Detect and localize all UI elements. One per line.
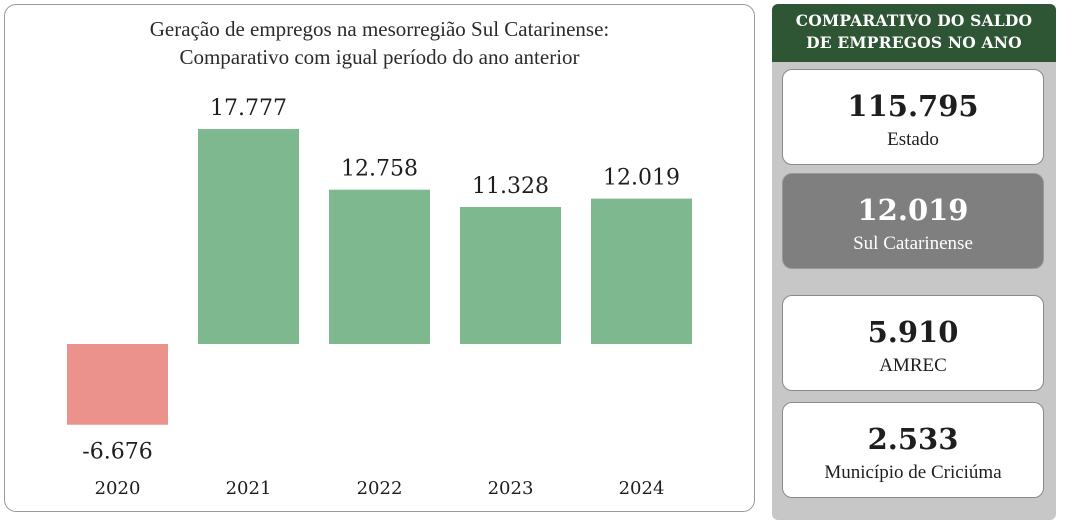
chart-title: Geração de empregos na mesorregião Sul C… — [5, 15, 754, 71]
card-label: Sul Catarinense — [853, 233, 973, 254]
chart-title-line-1: Geração de empregos na mesorregião Sul C… — [149, 17, 610, 41]
card-amrec: 5.910 AMREC — [782, 295, 1044, 391]
bar-chart: -6.676 2020 17.777 2021 12.758 2022 11.328 2023… — [67, 96, 692, 499]
card-value: 5.910 — [867, 315, 959, 349]
card-value: 115.795 — [847, 89, 979, 123]
card-value: 12.019 — [857, 193, 969, 227]
data-label-2020: -6.676 — [82, 440, 152, 465]
chart-panel: Geração de empregos na mesorregião Sul C… — [4, 4, 755, 512]
card-label: Município de Criciúma — [824, 462, 1002, 483]
card-label: AMREC — [879, 355, 947, 376]
bar-2020 — [67, 344, 168, 425]
chart-title-line-2: Comparativo com igual período do ano ant… — [179, 45, 580, 69]
category-label-2020: 2020 — [95, 478, 141, 499]
data-label-2022: 12.758 — [341, 157, 418, 182]
comparison-panel: COMPARATIVO DO SALDO DE EMPREGOS NO ANO … — [772, 4, 1056, 520]
data-label-2023: 11.328 — [472, 174, 549, 199]
category-label-2022: 2022 — [357, 478, 403, 499]
card-estado: 115.795 Estado — [782, 69, 1044, 165]
card-municipio-criciuma: 2.533 Município de Criciúma — [782, 402, 1044, 498]
bar-2022 — [329, 189, 430, 344]
bar-2024 — [591, 198, 692, 344]
comparison-panel-header: COMPARATIVO DO SALDO DE EMPREGOS NO ANO — [772, 4, 1056, 62]
card-label: Estado — [887, 129, 939, 150]
bar-2021 — [198, 129, 299, 344]
card-value: 2.533 — [867, 422, 959, 456]
data-label-2024: 12.019 — [603, 166, 680, 191]
comparison-title-line-1: COMPARATIVO DO SALDO — [795, 11, 1033, 30]
comparison-title-line-2: DE EMPREGOS NO ANO — [806, 33, 1022, 52]
bar-2023 — [460, 206, 561, 344]
data-label-2021: 17.777 — [210, 96, 287, 121]
category-label-2023: 2023 — [488, 478, 534, 499]
card-sul-catarinense: 12.019 Sul Catarinense — [782, 173, 1044, 269]
category-label-2021: 2021 — [226, 478, 272, 499]
category-label-2024: 2024 — [619, 478, 665, 499]
